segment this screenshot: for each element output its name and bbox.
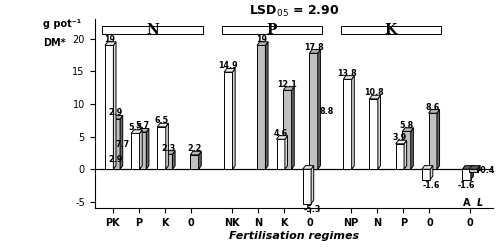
Polygon shape bbox=[198, 151, 202, 169]
Polygon shape bbox=[257, 42, 268, 46]
Polygon shape bbox=[378, 95, 380, 169]
Polygon shape bbox=[428, 113, 437, 169]
Text: A: A bbox=[463, 198, 470, 208]
Text: 5.8: 5.8 bbox=[400, 121, 413, 130]
Polygon shape bbox=[190, 155, 198, 169]
Text: 4.6: 4.6 bbox=[274, 128, 288, 138]
Text: 3.9: 3.9 bbox=[393, 133, 407, 142]
Polygon shape bbox=[462, 169, 471, 180]
Text: 6.5: 6.5 bbox=[154, 116, 168, 125]
Polygon shape bbox=[112, 116, 122, 119]
Text: N: N bbox=[146, 23, 159, 37]
Polygon shape bbox=[131, 130, 142, 134]
Text: 17.8: 17.8 bbox=[304, 42, 324, 51]
Polygon shape bbox=[344, 79, 351, 169]
Polygon shape bbox=[276, 136, 287, 139]
Polygon shape bbox=[310, 53, 318, 169]
Polygon shape bbox=[140, 130, 142, 169]
Text: 5.5: 5.5 bbox=[128, 123, 142, 132]
Polygon shape bbox=[138, 128, 149, 132]
Text: DM*: DM* bbox=[42, 38, 66, 48]
Text: g pot⁻¹: g pot⁻¹ bbox=[42, 19, 81, 29]
Polygon shape bbox=[428, 110, 440, 113]
Polygon shape bbox=[257, 46, 266, 169]
Polygon shape bbox=[164, 154, 172, 169]
Polygon shape bbox=[402, 132, 410, 169]
Polygon shape bbox=[224, 72, 232, 169]
Polygon shape bbox=[105, 42, 116, 46]
Text: 19: 19 bbox=[256, 35, 266, 44]
Polygon shape bbox=[430, 166, 433, 180]
Polygon shape bbox=[422, 169, 430, 180]
Polygon shape bbox=[370, 95, 380, 99]
Title: LSD$_{05}$ = 2.90: LSD$_{05}$ = 2.90 bbox=[248, 4, 339, 19]
Polygon shape bbox=[131, 134, 140, 169]
Polygon shape bbox=[102, 26, 202, 34]
Polygon shape bbox=[112, 119, 120, 169]
Polygon shape bbox=[462, 166, 473, 169]
Polygon shape bbox=[437, 110, 440, 169]
Text: 2.9: 2.9 bbox=[109, 155, 123, 164]
Polygon shape bbox=[105, 46, 114, 169]
Polygon shape bbox=[410, 128, 414, 169]
Text: 2.9: 2.9 bbox=[109, 108, 123, 118]
Polygon shape bbox=[283, 87, 294, 90]
Polygon shape bbox=[276, 139, 285, 169]
Polygon shape bbox=[285, 136, 288, 169]
Text: 12.1: 12.1 bbox=[278, 80, 297, 89]
Polygon shape bbox=[158, 123, 168, 127]
Polygon shape bbox=[283, 90, 292, 169]
Polygon shape bbox=[266, 42, 268, 169]
Polygon shape bbox=[318, 50, 320, 169]
Polygon shape bbox=[302, 169, 311, 204]
Text: 7.7: 7.7 bbox=[115, 140, 130, 149]
Text: 5.7: 5.7 bbox=[135, 122, 149, 130]
Polygon shape bbox=[222, 26, 322, 34]
Polygon shape bbox=[370, 99, 378, 169]
Text: 2.3: 2.3 bbox=[161, 144, 176, 152]
Polygon shape bbox=[352, 76, 354, 169]
X-axis label: Fertilisation regimes: Fertilisation regimes bbox=[229, 231, 359, 241]
Polygon shape bbox=[190, 151, 202, 155]
Polygon shape bbox=[396, 140, 406, 144]
Polygon shape bbox=[478, 166, 480, 172]
Text: K: K bbox=[384, 23, 397, 37]
Polygon shape bbox=[138, 132, 146, 169]
Text: 8.8: 8.8 bbox=[319, 108, 334, 116]
Polygon shape bbox=[172, 151, 175, 169]
Polygon shape bbox=[166, 123, 168, 169]
Text: 14.9: 14.9 bbox=[218, 62, 238, 70]
Polygon shape bbox=[114, 42, 116, 169]
Polygon shape bbox=[402, 128, 413, 132]
Polygon shape bbox=[396, 144, 404, 169]
Text: 2.2: 2.2 bbox=[188, 144, 202, 153]
Text: P: P bbox=[266, 23, 277, 37]
Text: -1.6: -1.6 bbox=[422, 181, 440, 190]
Polygon shape bbox=[302, 166, 314, 169]
Polygon shape bbox=[310, 50, 320, 53]
Polygon shape bbox=[224, 68, 235, 72]
Polygon shape bbox=[469, 169, 478, 172]
Text: -0.4: -0.4 bbox=[478, 166, 496, 175]
Text: L: L bbox=[477, 198, 483, 208]
Text: 13.8: 13.8 bbox=[338, 69, 357, 78]
Text: -1.6: -1.6 bbox=[458, 181, 475, 190]
Polygon shape bbox=[344, 76, 354, 79]
Polygon shape bbox=[232, 68, 235, 169]
Polygon shape bbox=[311, 166, 314, 204]
Polygon shape bbox=[404, 140, 406, 169]
Polygon shape bbox=[292, 87, 294, 169]
Text: 8.6: 8.6 bbox=[426, 102, 440, 112]
Polygon shape bbox=[146, 128, 149, 169]
Polygon shape bbox=[120, 116, 122, 169]
Polygon shape bbox=[471, 166, 474, 180]
Text: 10.8: 10.8 bbox=[364, 88, 384, 97]
Polygon shape bbox=[158, 127, 166, 169]
Polygon shape bbox=[164, 151, 175, 154]
Text: -5.3: -5.3 bbox=[303, 205, 320, 214]
Text: 19: 19 bbox=[104, 35, 115, 44]
Polygon shape bbox=[469, 166, 480, 169]
Polygon shape bbox=[340, 26, 441, 34]
Polygon shape bbox=[422, 166, 433, 169]
